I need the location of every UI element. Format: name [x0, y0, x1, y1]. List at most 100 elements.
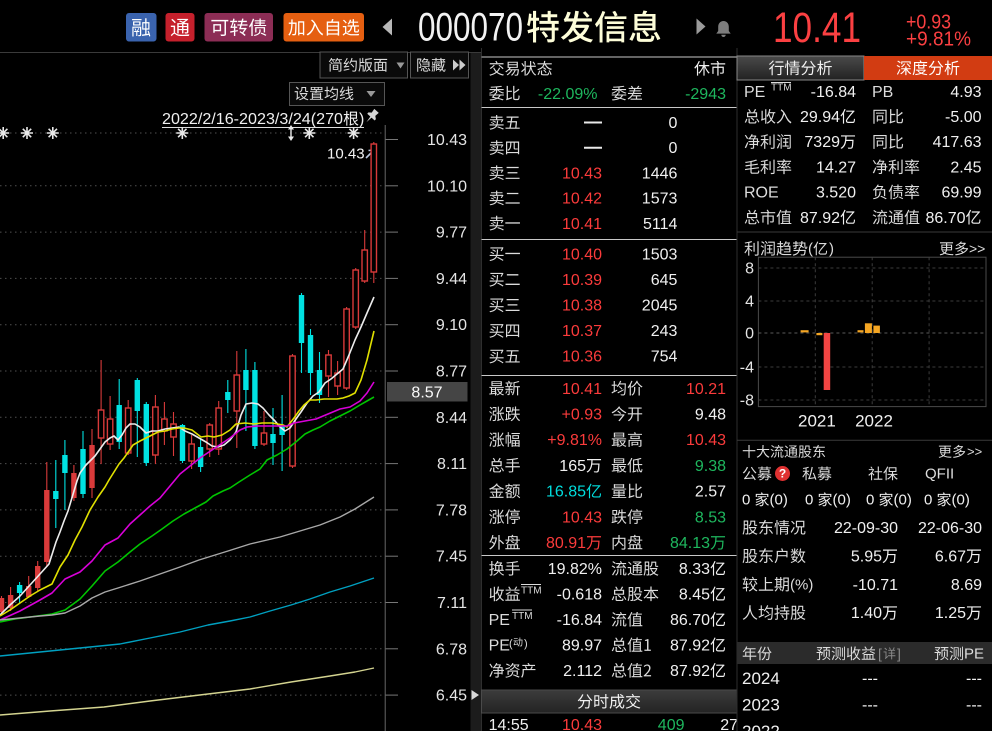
svg-text:86.70: 86.70	[925, 210, 965, 227]
svg-text:243: 243	[651, 323, 678, 340]
svg-text:---: ---	[862, 671, 878, 688]
svg-text:22-09-30: 22-09-30	[834, 520, 898, 537]
svg-text:0: 0	[742, 492, 750, 509]
svg-text:22-06-30: 22-06-30	[918, 520, 982, 537]
svg-text:-8: -8	[740, 393, 754, 410]
svg-text:10.37: 10.37	[562, 323, 602, 340]
svg-text:>>: >>	[969, 240, 985, 256]
svg-text:): )	[524, 638, 528, 650]
svg-text:6.45: 6.45	[436, 688, 467, 705]
svg-text:?: ?	[779, 467, 786, 481]
svg-text:417.63: 417.63	[933, 134, 982, 151]
svg-text:14:55: 14:55	[489, 717, 529, 731]
svg-text:(0): (0)	[833, 492, 851, 509]
svg-text:---: ---	[966, 697, 982, 714]
svg-text:6.67: 6.67	[935, 548, 966, 565]
svg-text:9.10: 9.10	[436, 317, 467, 334]
svg-text:---: ---	[966, 671, 982, 688]
svg-text:1573: 1573	[642, 191, 678, 208]
svg-text:14.27: 14.27	[816, 159, 856, 176]
svg-text:(: (	[509, 638, 513, 650]
svg-text:0: 0	[668, 140, 677, 157]
svg-text:TTM: TTM	[512, 611, 533, 622]
svg-text:2.57: 2.57	[695, 484, 726, 501]
svg-text:4: 4	[745, 294, 754, 311]
svg-text:86.70: 86.70	[670, 612, 710, 629]
svg-text:10.42: 10.42	[562, 191, 602, 208]
svg-text:---: ---	[862, 697, 878, 714]
svg-text:80.91: 80.91	[546, 535, 586, 552]
svg-text:8.77: 8.77	[436, 364, 467, 381]
svg-text:87.92: 87.92	[670, 638, 710, 655]
svg-text:8.33: 8.33	[679, 561, 710, 578]
svg-text:0: 0	[924, 492, 932, 509]
svg-text:10.41: 10.41	[773, 4, 861, 52]
svg-text:69.99: 69.99	[941, 185, 981, 202]
svg-text:10.43: 10.43	[562, 165, 602, 182]
svg-text:10.43: 10.43	[562, 509, 602, 526]
svg-text:7.78: 7.78	[436, 502, 467, 519]
svg-text:5114: 5114	[643, 216, 678, 233]
svg-text:10.43: 10.43	[562, 717, 602, 731]
svg-text:]: ]	[897, 645, 901, 661]
svg-text:(0): (0)	[952, 492, 970, 509]
svg-text:29.94: 29.94	[800, 109, 840, 126]
svg-text:): )	[829, 241, 834, 258]
svg-text:1.25: 1.25	[935, 605, 966, 622]
svg-text:27: 27	[720, 717, 738, 731]
svg-text:19.82%: 19.82%	[548, 561, 602, 578]
svg-text:PE: PE	[744, 84, 765, 101]
svg-text:ROE: ROE	[744, 185, 779, 202]
svg-text:(0): (0)	[770, 492, 788, 509]
svg-text:10.43: 10.43	[427, 132, 467, 149]
svg-text:PE: PE	[489, 638, 510, 655]
svg-text:8.53: 8.53	[695, 509, 726, 526]
svg-text:9.77: 9.77	[436, 225, 467, 242]
svg-text:-16.84: -16.84	[557, 612, 602, 629]
svg-text:9.38: 9.38	[695, 458, 726, 475]
svg-text:8: 8	[745, 261, 754, 278]
svg-text:[: [	[878, 645, 882, 661]
svg-text:2023: 2023	[742, 695, 780, 714]
svg-text:10.21: 10.21	[686, 381, 726, 398]
svg-text:-0.618: -0.618	[557, 587, 602, 604]
svg-text:9.48: 9.48	[695, 407, 726, 424]
svg-text:4.93: 4.93	[950, 84, 981, 101]
svg-text:8.45: 8.45	[679, 587, 710, 604]
svg-text:10.40: 10.40	[562, 246, 602, 263]
svg-text:8.57: 8.57	[411, 385, 442, 402]
svg-text:2022: 2022	[855, 411, 893, 430]
svg-text:TTM: TTM	[521, 585, 542, 596]
svg-text:10.10: 10.10	[427, 178, 467, 195]
svg-text:7.45: 7.45	[436, 549, 467, 566]
svg-text:TTM: TTM	[771, 82, 792, 93]
svg-text:+9.81%: +9.81%	[906, 28, 971, 50]
svg-text:2022: 2022	[742, 722, 780, 731]
svg-text:754: 754	[651, 349, 678, 366]
svg-text:10.36: 10.36	[562, 349, 602, 366]
svg-text:-4: -4	[740, 360, 754, 377]
svg-text:87.92: 87.92	[800, 210, 840, 227]
svg-text:2022/2/16-2023/3/24(270: 2022/2/16-2023/3/24(270	[162, 111, 343, 128]
svg-text:PE: PE	[489, 612, 510, 629]
svg-text:10.39: 10.39	[562, 272, 602, 289]
svg-text:PB: PB	[872, 84, 893, 101]
svg-text:PE: PE	[964, 646, 984, 663]
svg-text:1.40: 1.40	[851, 605, 882, 622]
svg-text:2045: 2045	[642, 298, 678, 315]
svg-text:2024: 2024	[742, 669, 780, 688]
svg-text:0: 0	[668, 115, 677, 132]
svg-text:89.97: 89.97	[562, 638, 602, 655]
svg-text:-10.71: -10.71	[853, 577, 898, 594]
svg-text:---: ---	[862, 724, 878, 731]
svg-text:84.13: 84.13	[670, 535, 710, 552]
svg-text:8.44: 8.44	[436, 410, 467, 427]
svg-text:409: 409	[658, 717, 685, 731]
svg-text:7.11: 7.11	[437, 595, 467, 612]
svg-text:-5.00: -5.00	[945, 109, 982, 126]
svg-text:9.44: 9.44	[436, 271, 467, 288]
svg-text:5.95: 5.95	[851, 548, 882, 565]
svg-text:10.43: 10.43	[686, 432, 726, 449]
svg-text:000070: 000070	[418, 5, 523, 49]
svg-text:+0.93: +0.93	[906, 11, 951, 33]
